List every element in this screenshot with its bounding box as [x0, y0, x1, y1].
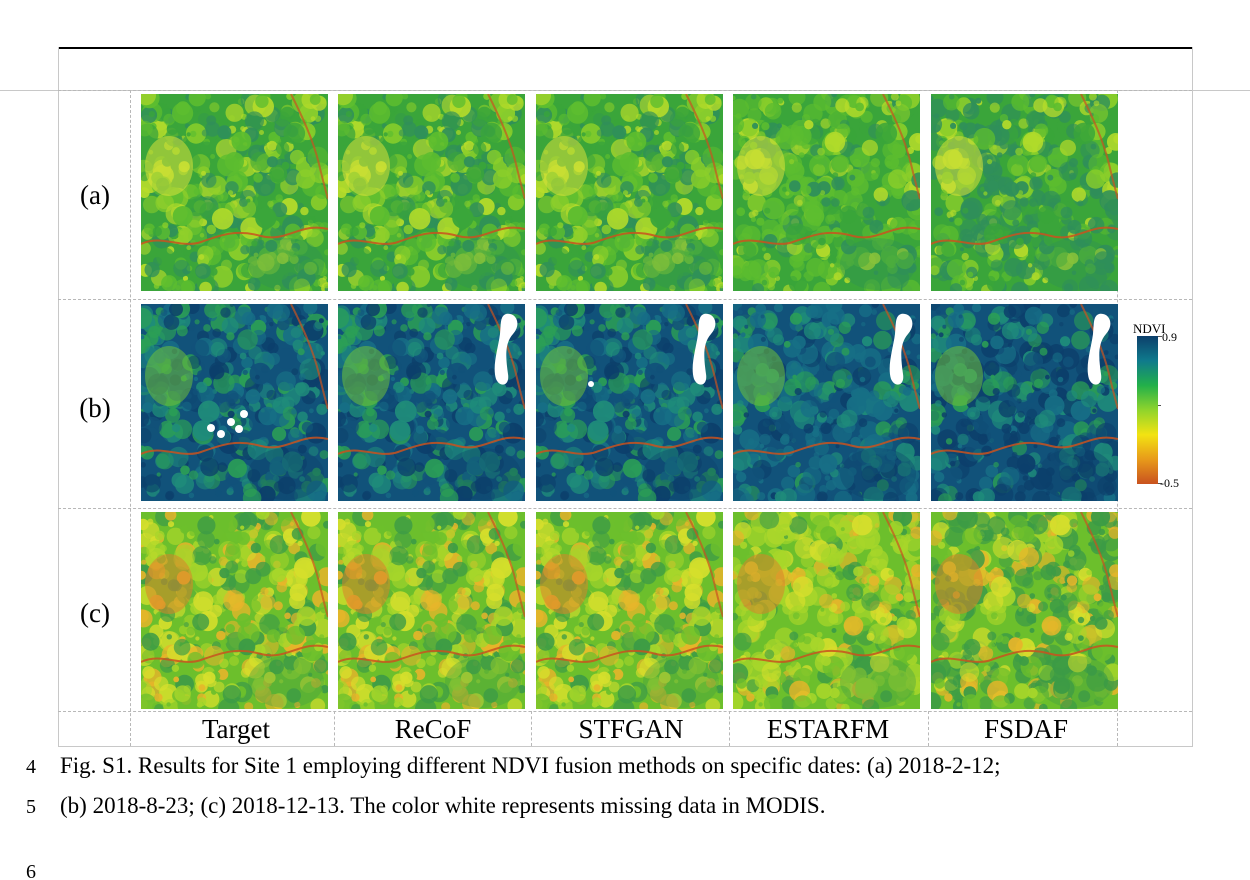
row-label-c: (c)	[80, 598, 110, 628]
table-rule	[130, 90, 131, 746]
table-rule	[58, 90, 1192, 91]
table-rule	[58, 299, 1192, 300]
column-label-estarfm: ESTARFM	[766, 714, 890, 744]
ndvi-panel-b-fsdaf	[931, 304, 1118, 501]
ndvi-panel-a-stfgan	[536, 94, 723, 291]
figure-caption-line-1: Fig. S1. Results for Site 1 employing di…	[60, 753, 1001, 778]
table-rule	[531, 711, 532, 746]
ndvi-panel-b-estarfm	[733, 304, 920, 501]
row-label-a: (a)	[80, 180, 110, 210]
ndvi-panel-a-estarfm	[733, 94, 920, 291]
table-rule	[729, 711, 730, 746]
ndvi-panel-c-estarfm	[733, 512, 920, 709]
ndvi-panel-c-fsdaf	[931, 512, 1118, 709]
table-rule	[58, 711, 1192, 712]
ndvi-panel-b-recof	[338, 304, 525, 501]
column-label-stfgan: STFGAN	[578, 714, 684, 744]
table-rule	[334, 711, 335, 746]
ndvi-panel-c-target	[141, 512, 328, 709]
colorbar-title: NDVI	[1133, 321, 1166, 336]
colorbar-tick-bottom	[1158, 483, 1162, 484]
line-number: 6	[26, 861, 36, 880]
ndvi-panel-b-stfgan	[536, 304, 723, 501]
page-margin-guide-left	[58, 47, 59, 747]
colorbar-tick-top	[1158, 336, 1162, 337]
colorbar-tick-mid	[1158, 405, 1161, 406]
ndvi-panel-c-stfgan	[536, 512, 723, 709]
figure-caption-line-2: (b) 2018-8-23; (c) 2018-12-13. The color…	[60, 793, 826, 818]
column-label-recof: ReCoF	[394, 714, 472, 744]
ndvi-panel-a-fsdaf	[931, 94, 1118, 291]
line-number: 4	[26, 756, 36, 778]
colorbar-max-label: 0.9	[1162, 330, 1177, 344]
column-label-target: Target	[201, 714, 271, 744]
page-margin-guide-right	[1192, 47, 1193, 747]
column-label-fsdaf: FSDAF	[983, 714, 1069, 744]
table-rule	[58, 508, 1192, 509]
ndvi-panel-a-recof	[338, 94, 525, 291]
line-number: 5	[26, 796, 36, 818]
header-rule	[58, 47, 1192, 49]
page-margin-guide-bottom	[58, 746, 1192, 747]
row-label-b: (b)	[79, 393, 111, 423]
colorbar-min-label: -0.5	[1160, 476, 1179, 490]
table-rule	[928, 711, 929, 746]
ndvi-panel-c-recof	[338, 512, 525, 709]
ndvi-panel-a-target	[141, 94, 328, 291]
ndvi-colorbar	[1137, 336, 1158, 484]
ndvi-panel-b-target	[141, 304, 328, 501]
